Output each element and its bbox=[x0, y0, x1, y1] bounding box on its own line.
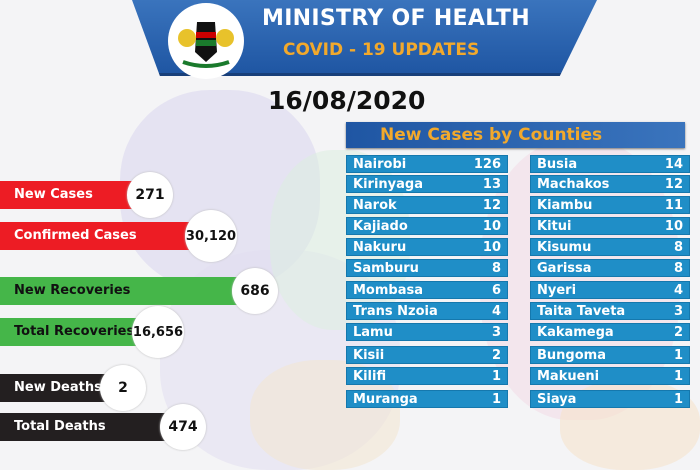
county-row: Kajiado 10 bbox=[346, 217, 508, 235]
county-count: 8 bbox=[673, 261, 683, 276]
stat-bar: New Recoveries bbox=[0, 277, 240, 305]
county-row: Taita Taveta 3 bbox=[530, 302, 690, 320]
stat-value: 30,120 bbox=[185, 210, 237, 262]
stat-label: Total Deaths bbox=[14, 419, 106, 434]
county-row: Muranga 1 bbox=[346, 390, 508, 408]
county-row: Bungoma 1 bbox=[530, 346, 690, 364]
county-count: 1 bbox=[673, 348, 683, 363]
stat-label: Confirmed Cases bbox=[14, 228, 137, 243]
county-row: Lamu 3 bbox=[346, 323, 508, 341]
county-count: 1 bbox=[491, 369, 501, 384]
county-count: 1 bbox=[673, 392, 683, 407]
county-row: Busia 14 bbox=[530, 155, 690, 173]
county-name: Trans Nzoia bbox=[353, 304, 438, 319]
county-count: 12 bbox=[664, 177, 683, 192]
counties-header: New Cases by Counties bbox=[346, 122, 685, 148]
county-count: 10 bbox=[482, 219, 501, 234]
county-name: Kitui bbox=[537, 219, 572, 234]
county-row: Kilifi 1 bbox=[346, 367, 508, 385]
county-count: 4 bbox=[491, 304, 501, 319]
county-row: Trans Nzoia 4 bbox=[346, 302, 508, 320]
county-count: 3 bbox=[491, 325, 501, 340]
county-count: 14 bbox=[664, 157, 683, 172]
county-name: Bungoma bbox=[537, 348, 606, 363]
county-row: Mombasa 6 bbox=[346, 281, 508, 299]
county-name: Mombasa bbox=[353, 283, 424, 298]
county-row: Nyeri 4 bbox=[530, 281, 690, 299]
county-name: Nairobi bbox=[353, 157, 407, 172]
county-row: Kiambu 11 bbox=[530, 196, 690, 214]
county-count: 2 bbox=[673, 325, 683, 340]
stat-label: Total Recoveries bbox=[14, 324, 135, 339]
county-name: Kilifi bbox=[353, 369, 387, 384]
county-count: 10 bbox=[664, 219, 683, 234]
county-name: Makueni bbox=[537, 369, 600, 384]
county-count: 13 bbox=[482, 177, 501, 192]
county-name: Kakamega bbox=[537, 325, 614, 340]
county-name: Nyeri bbox=[537, 283, 577, 298]
county-count: 6 bbox=[491, 283, 501, 298]
county-name: Taita Taveta bbox=[537, 304, 626, 319]
report-date: 16/08/2020 bbox=[268, 86, 426, 115]
county-row: Kitui 10 bbox=[530, 217, 690, 235]
county-name: Machakos bbox=[537, 177, 610, 192]
coat-of-arms-logo bbox=[168, 3, 244, 79]
county-name: Kiambu bbox=[537, 198, 593, 213]
county-name: Samburu bbox=[353, 261, 419, 276]
stat-bar: New Cases bbox=[0, 181, 135, 209]
stat-value: 686 bbox=[232, 268, 278, 314]
stat-bar: New Deaths bbox=[0, 374, 108, 402]
county-count: 4 bbox=[673, 283, 683, 298]
county-row: Siaya 1 bbox=[530, 390, 690, 408]
county-row: Kisumu 8 bbox=[530, 238, 690, 256]
county-count: 8 bbox=[673, 240, 683, 255]
county-row: Nairobi 126 bbox=[346, 155, 508, 173]
county-name: Garissa bbox=[537, 261, 592, 276]
stat-value: 271 bbox=[127, 172, 173, 218]
county-row: Narok 12 bbox=[346, 196, 508, 214]
county-row: Kisii 2 bbox=[346, 346, 508, 364]
county-name: Kajiado bbox=[353, 219, 408, 234]
county-name: Lamu bbox=[353, 325, 393, 340]
county-name: Siaya bbox=[537, 392, 577, 407]
county-row: Makueni 1 bbox=[530, 367, 690, 385]
county-row: Kakamega 2 bbox=[530, 323, 690, 341]
stat-value: 474 bbox=[160, 404, 206, 450]
county-count: 1 bbox=[491, 392, 501, 407]
county-count: 126 bbox=[473, 157, 501, 172]
county-name: Muranga bbox=[353, 392, 418, 407]
stat-bar: Confirmed Cases bbox=[0, 222, 193, 250]
county-name: Nakuru bbox=[353, 240, 407, 255]
county-count: 8 bbox=[491, 261, 501, 276]
county-name: Kisii bbox=[353, 348, 385, 363]
county-count: 3 bbox=[673, 304, 683, 319]
county-row: Kirinyaga 13 bbox=[346, 175, 508, 193]
county-name: Kisumu bbox=[537, 240, 592, 255]
banner-title: MINISTRY OF HEALTH bbox=[262, 6, 530, 31]
county-row: Nakuru 10 bbox=[346, 238, 508, 256]
stat-bar: Total Deaths bbox=[0, 413, 168, 441]
county-row: Machakos 12 bbox=[530, 175, 690, 193]
stat-value: 16,656 bbox=[132, 306, 184, 358]
stat-bar: Total Recoveries bbox=[0, 318, 140, 346]
county-name: Kirinyaga bbox=[353, 177, 423, 192]
county-row: Samburu 8 bbox=[346, 259, 508, 277]
stat-label: New Cases bbox=[14, 187, 93, 202]
county-count: 10 bbox=[482, 240, 501, 255]
stat-label: New Recoveries bbox=[14, 283, 131, 298]
county-count: 11 bbox=[664, 198, 683, 213]
county-name: Busia bbox=[537, 157, 578, 172]
county-row: Garissa 8 bbox=[530, 259, 690, 277]
banner-subtitle: COVID - 19 UPDATES bbox=[283, 40, 480, 60]
county-count: 2 bbox=[491, 348, 501, 363]
stat-label: New Deaths bbox=[14, 380, 102, 395]
stat-value: 2 bbox=[100, 365, 146, 411]
county-count: 12 bbox=[482, 198, 501, 213]
county-count: 1 bbox=[673, 369, 683, 384]
county-name: Narok bbox=[353, 198, 397, 213]
